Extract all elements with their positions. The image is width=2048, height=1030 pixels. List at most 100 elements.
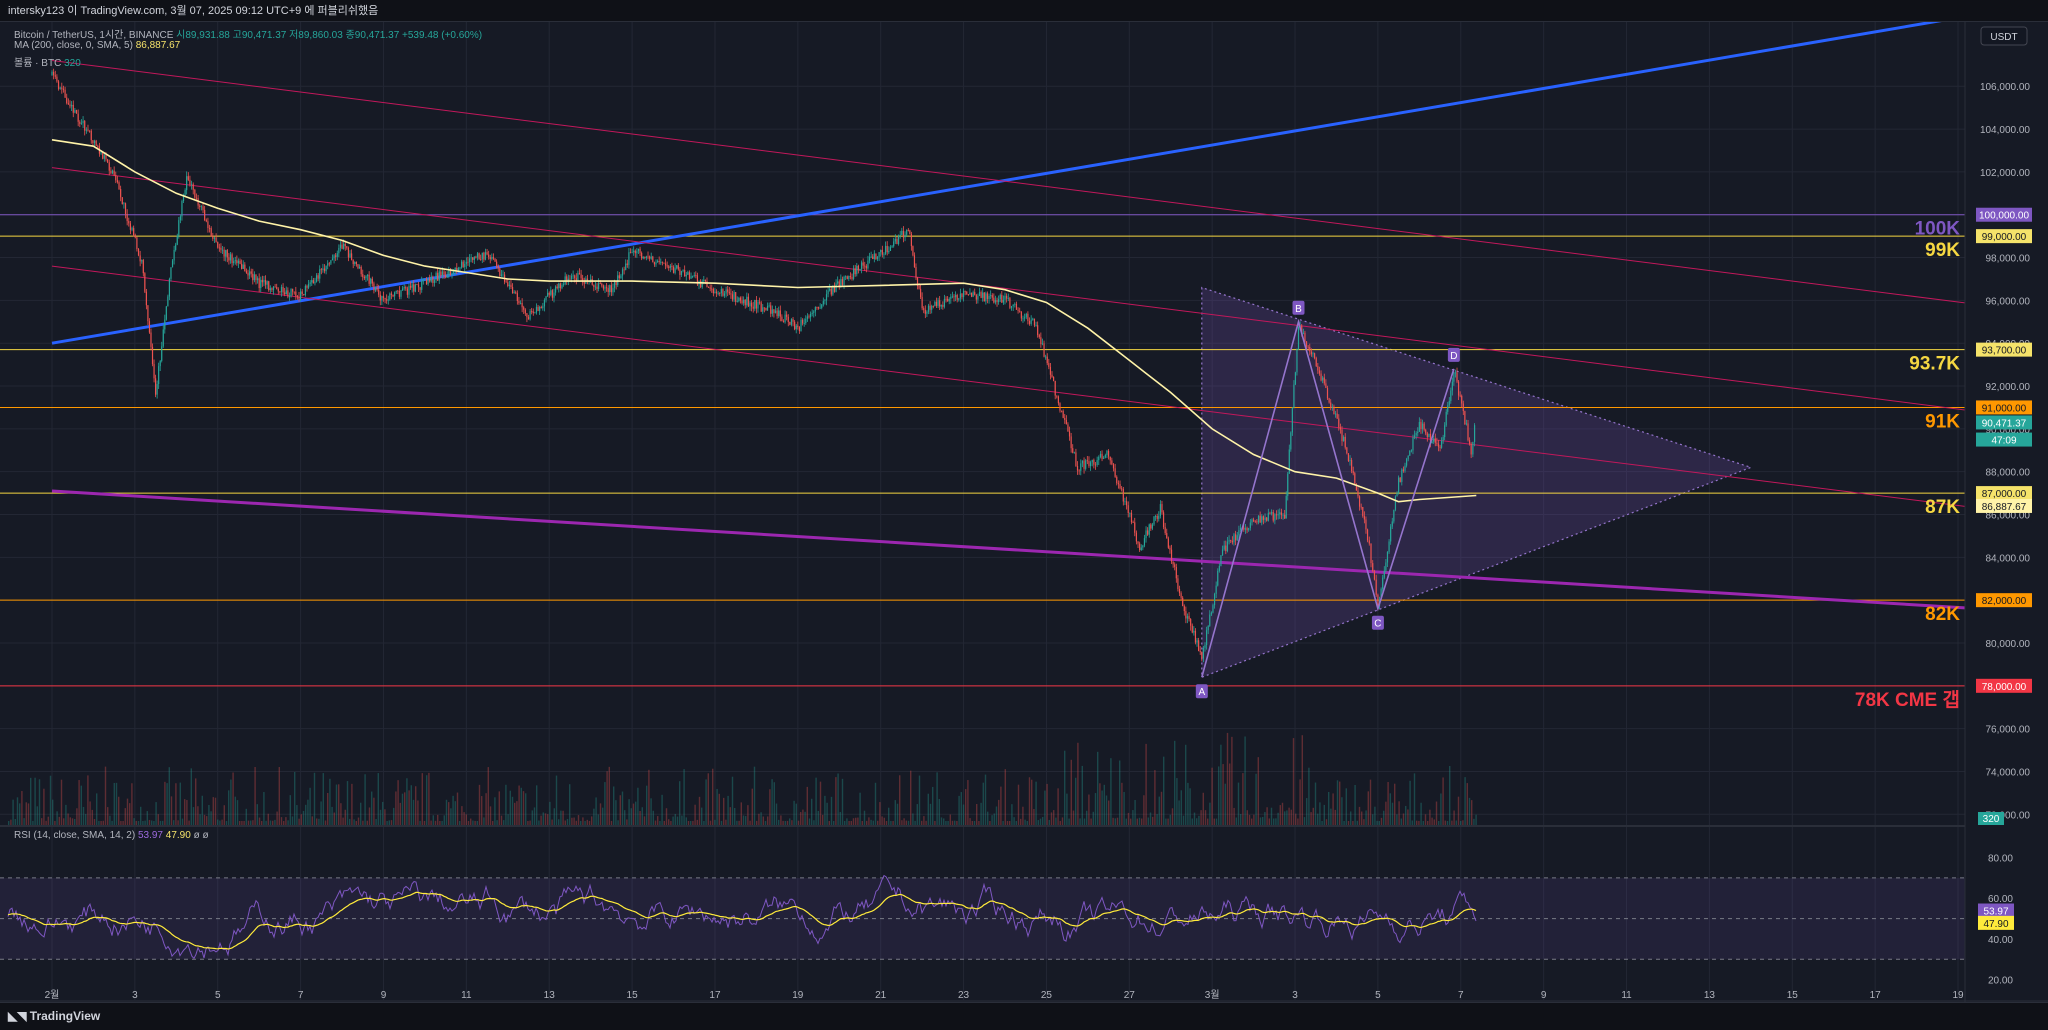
candle-body bbox=[994, 300, 997, 303]
volume-bar bbox=[265, 820, 267, 825]
volume-bar bbox=[1259, 817, 1262, 825]
candle-body bbox=[192, 184, 194, 190]
volume-bar bbox=[241, 820, 243, 825]
volume-bar bbox=[1323, 804, 1325, 825]
candle-body bbox=[1049, 366, 1052, 375]
candle-body bbox=[500, 274, 503, 276]
volume-bar bbox=[641, 807, 643, 825]
candle-body bbox=[774, 310, 777, 314]
volume-bar bbox=[52, 799, 54, 825]
candle-body bbox=[1462, 403, 1464, 412]
candle-body bbox=[341, 244, 343, 249]
candle-body bbox=[795, 325, 797, 330]
candle-body bbox=[1420, 421, 1422, 429]
volume-bar bbox=[1180, 790, 1182, 825]
candle-body bbox=[1027, 313, 1029, 322]
candle-body bbox=[1202, 647, 1205, 659]
candle-body bbox=[728, 291, 730, 294]
candle-body bbox=[532, 311, 534, 313]
volume-bar bbox=[580, 820, 582, 825]
volume-bar bbox=[1464, 777, 1466, 825]
volume-bar bbox=[96, 793, 98, 825]
candle-body bbox=[215, 237, 217, 242]
candle-body bbox=[392, 294, 394, 297]
candle-body bbox=[1007, 298, 1009, 299]
candle-body bbox=[322, 268, 324, 271]
price-label-bg bbox=[1976, 229, 2032, 244]
candle-body bbox=[945, 298, 947, 300]
candle-body bbox=[429, 279, 431, 282]
candle-body bbox=[1127, 505, 1129, 514]
candle-body bbox=[124, 203, 127, 214]
volume-bar bbox=[505, 784, 507, 825]
volume-bar bbox=[1345, 788, 1347, 825]
candle-body bbox=[948, 298, 950, 302]
candle-body bbox=[962, 290, 965, 298]
candle-body bbox=[1112, 464, 1115, 469]
candle-body bbox=[1073, 452, 1075, 454]
candle-body bbox=[494, 258, 496, 262]
candle-body bbox=[1372, 563, 1374, 572]
candle-body bbox=[626, 263, 628, 265]
volume-bar bbox=[758, 813, 760, 825]
volume-bar bbox=[797, 820, 800, 825]
volume-bar bbox=[1152, 816, 1154, 825]
volume-bar bbox=[63, 818, 65, 825]
volume-bar bbox=[1000, 786, 1002, 825]
candle-body bbox=[880, 249, 882, 253]
volume-bar bbox=[49, 775, 52, 825]
candle-body bbox=[609, 285, 611, 293]
candle-body bbox=[107, 159, 109, 163]
candle-body bbox=[829, 288, 831, 291]
candle-body bbox=[352, 260, 354, 264]
candle-body bbox=[964, 290, 966, 292]
volume-bar bbox=[23, 818, 25, 825]
volume-bar bbox=[448, 802, 450, 825]
candle-body bbox=[1426, 433, 1428, 437]
price-tick-label: 96,000.00 bbox=[1986, 296, 2031, 307]
volume-bar bbox=[344, 809, 346, 825]
volume-bar bbox=[408, 790, 410, 825]
candle-body bbox=[1465, 423, 1468, 425]
candle-body bbox=[59, 87, 61, 89]
candle-body bbox=[746, 296, 748, 306]
volume-bar bbox=[703, 820, 705, 825]
volume-bar bbox=[995, 806, 998, 825]
candle-body bbox=[840, 279, 842, 286]
volume-bar bbox=[1004, 769, 1006, 825]
candle-body bbox=[519, 302, 522, 304]
candle-body bbox=[1183, 606, 1185, 612]
candle-body bbox=[744, 299, 746, 306]
volume-bar bbox=[877, 820, 879, 825]
candle-body bbox=[954, 294, 957, 298]
candle-body bbox=[1129, 512, 1131, 514]
volume-bar bbox=[371, 791, 373, 825]
candle-body bbox=[803, 323, 805, 324]
candle-body bbox=[148, 321, 151, 333]
time-tick-label: 3 bbox=[1292, 990, 1298, 1001]
candle-body bbox=[365, 276, 367, 279]
volume-bar bbox=[890, 820, 892, 825]
tradingview-logo[interactable]: ◣◥ TradingView bbox=[8, 1009, 100, 1023]
volume-bar bbox=[767, 816, 769, 825]
volume-bar bbox=[707, 773, 709, 825]
time-tick-label: 2월 bbox=[45, 989, 60, 1001]
volume-bar bbox=[1244, 736, 1246, 825]
candle-body bbox=[794, 321, 796, 330]
volume-bar bbox=[547, 814, 549, 825]
volume-bar bbox=[1237, 782, 1240, 825]
candle-body bbox=[875, 253, 877, 260]
candle-body bbox=[594, 286, 597, 288]
volume-bar bbox=[573, 817, 575, 825]
candle-body bbox=[116, 180, 119, 183]
volume-bar bbox=[804, 811, 806, 825]
candle-body bbox=[926, 311, 928, 314]
volume-bar bbox=[166, 783, 168, 825]
pattern-point-label-a: A bbox=[1198, 687, 1205, 698]
volume-bar bbox=[1160, 791, 1163, 825]
volume-bar bbox=[1394, 783, 1396, 825]
volume-bar bbox=[698, 796, 701, 825]
candle-body bbox=[1019, 310, 1021, 312]
currency-box bbox=[1980, 26, 2028, 46]
